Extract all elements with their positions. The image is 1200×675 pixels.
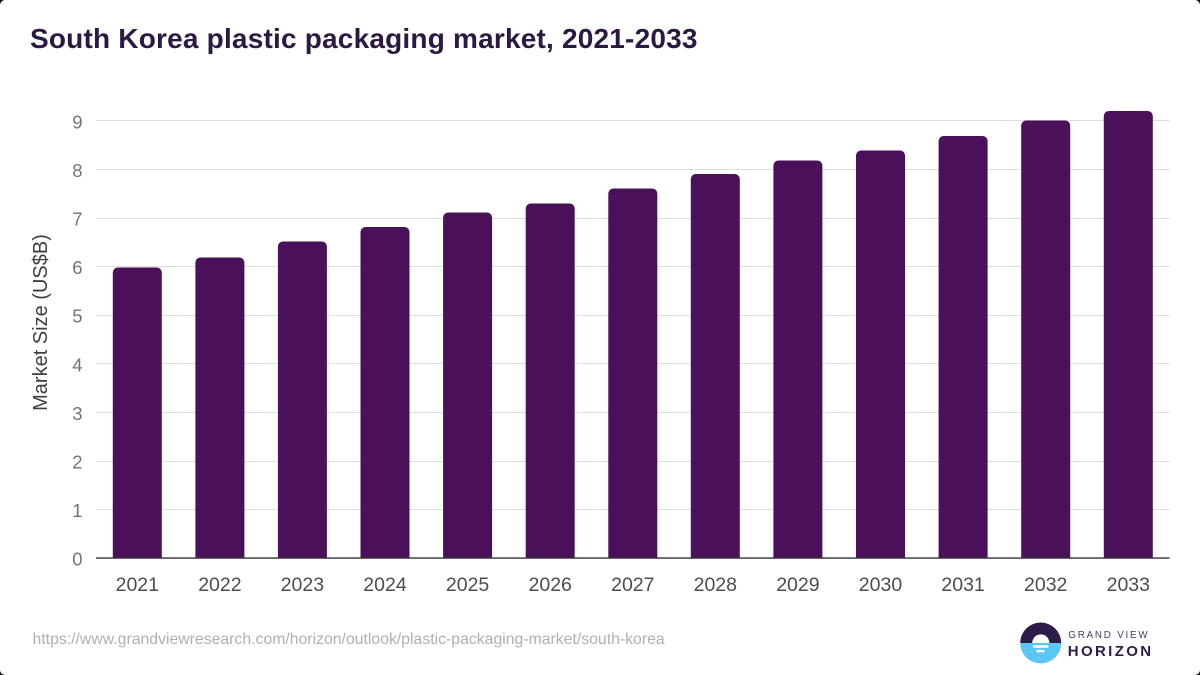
svg-text:2024: 2024 — [363, 574, 407, 596]
svg-text:2033: 2033 — [1107, 574, 1150, 596]
svg-text:7: 7 — [72, 209, 82, 230]
svg-text:4: 4 — [72, 354, 82, 375]
svg-text:9: 9 — [72, 111, 82, 132]
svg-text:2031: 2031 — [941, 574, 984, 596]
svg-text:2032: 2032 — [1024, 574, 1067, 596]
svg-text:South Korea plastic packaging: South Korea plastic packaging market, 20… — [30, 23, 698, 54]
svg-text:GRAND VIEW: GRAND VIEW — [1068, 630, 1149, 641]
svg-text:HORIZON: HORIZON — [1068, 643, 1154, 660]
svg-text:8: 8 — [72, 160, 82, 181]
svg-text:2023: 2023 — [281, 574, 324, 596]
svg-text:2025: 2025 — [446, 574, 490, 596]
svg-text:2028: 2028 — [694, 574, 737, 596]
svg-text:0: 0 — [72, 549, 82, 570]
svg-text:1: 1 — [72, 500, 82, 521]
svg-text:2026: 2026 — [529, 574, 572, 596]
svg-text:5: 5 — [72, 306, 82, 327]
svg-text:6: 6 — [72, 257, 82, 278]
svg-text:2030: 2030 — [859, 574, 903, 596]
svg-text:2021: 2021 — [116, 574, 159, 596]
svg-text:2022: 2022 — [198, 574, 241, 596]
svg-text:https://www.grandviewresearch.: https://www.grandviewresearch.com/horizo… — [33, 631, 665, 648]
svg-text:Market Size (US$B): Market Size (US$B) — [30, 234, 52, 411]
svg-text:2029: 2029 — [776, 574, 819, 596]
svg-text:2027: 2027 — [611, 574, 654, 596]
svg-text:2: 2 — [72, 452, 82, 473]
svg-text:3: 3 — [72, 403, 82, 424]
